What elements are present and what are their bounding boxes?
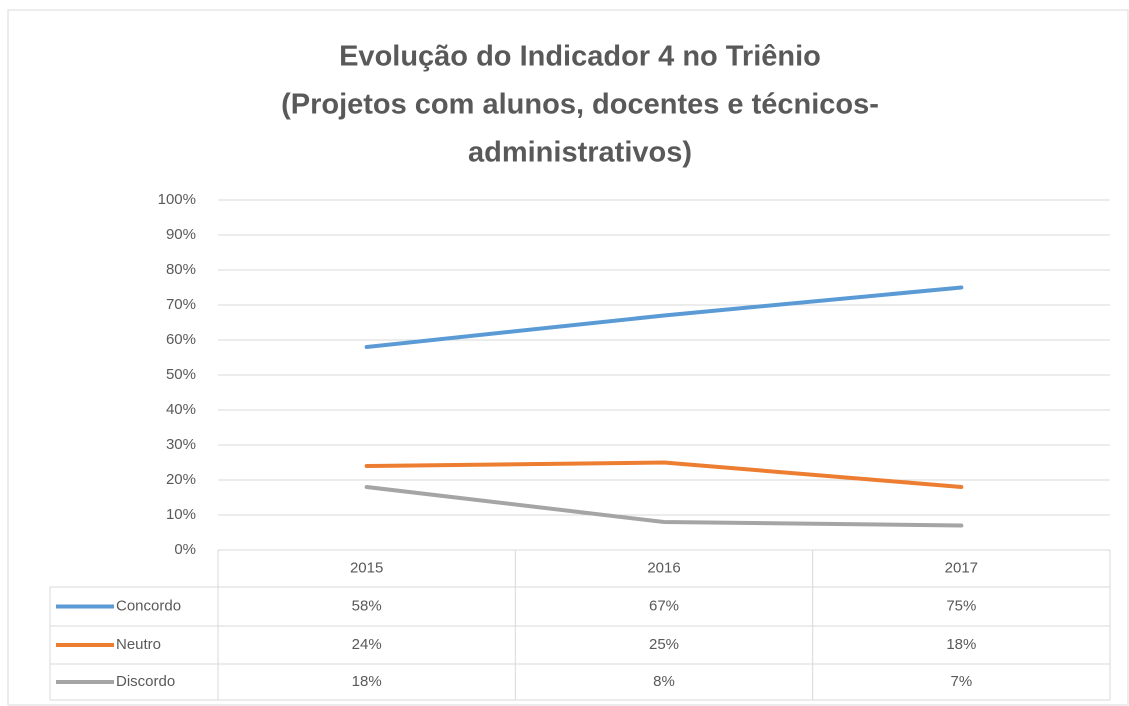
y-tick-label: 0%	[174, 541, 196, 558]
data-label: 18%	[352, 673, 382, 690]
y-tick-label: 70%	[166, 296, 196, 313]
data-label: 58%	[352, 597, 382, 614]
data-label: 18%	[946, 636, 976, 653]
series-line	[364, 460, 964, 489]
series-line	[364, 285, 964, 349]
legend-label: Concordo	[116, 597, 181, 614]
data-label: 8%	[653, 673, 675, 690]
data-label: 7%	[950, 673, 972, 690]
y-tick-label: 50%	[166, 366, 196, 383]
legend-label: Neutro	[116, 636, 161, 653]
data-label: 75%	[946, 597, 976, 614]
y-tick-label: 90%	[166, 226, 196, 243]
y-tick-label: 60%	[166, 331, 196, 348]
y-tick-label: 30%	[166, 436, 196, 453]
x-tick-label: 2015	[350, 559, 383, 576]
chart-border	[7, 9, 1129, 706]
series-line	[364, 485, 964, 528]
y-tick-label: 100%	[158, 191, 196, 208]
legend-label: Discordo	[116, 673, 175, 690]
x-tick-label: 2016	[647, 559, 680, 576]
y-tick-label: 40%	[166, 401, 196, 418]
chart-title: administrativos)	[468, 137, 692, 169]
y-tick-label: 10%	[166, 506, 196, 523]
x-tick-label: 2017	[945, 559, 978, 576]
data-label: 67%	[649, 597, 679, 614]
data-label: 25%	[649, 636, 679, 653]
data-label: 24%	[352, 636, 382, 653]
chart-title: Evolução do Indicador 4 no Triênio	[339, 41, 821, 73]
y-tick-label: 80%	[166, 261, 196, 278]
y-tick-label: 20%	[166, 471, 196, 488]
chart-title: (Projetos com alunos, docentes e técnico…	[281, 89, 879, 121]
